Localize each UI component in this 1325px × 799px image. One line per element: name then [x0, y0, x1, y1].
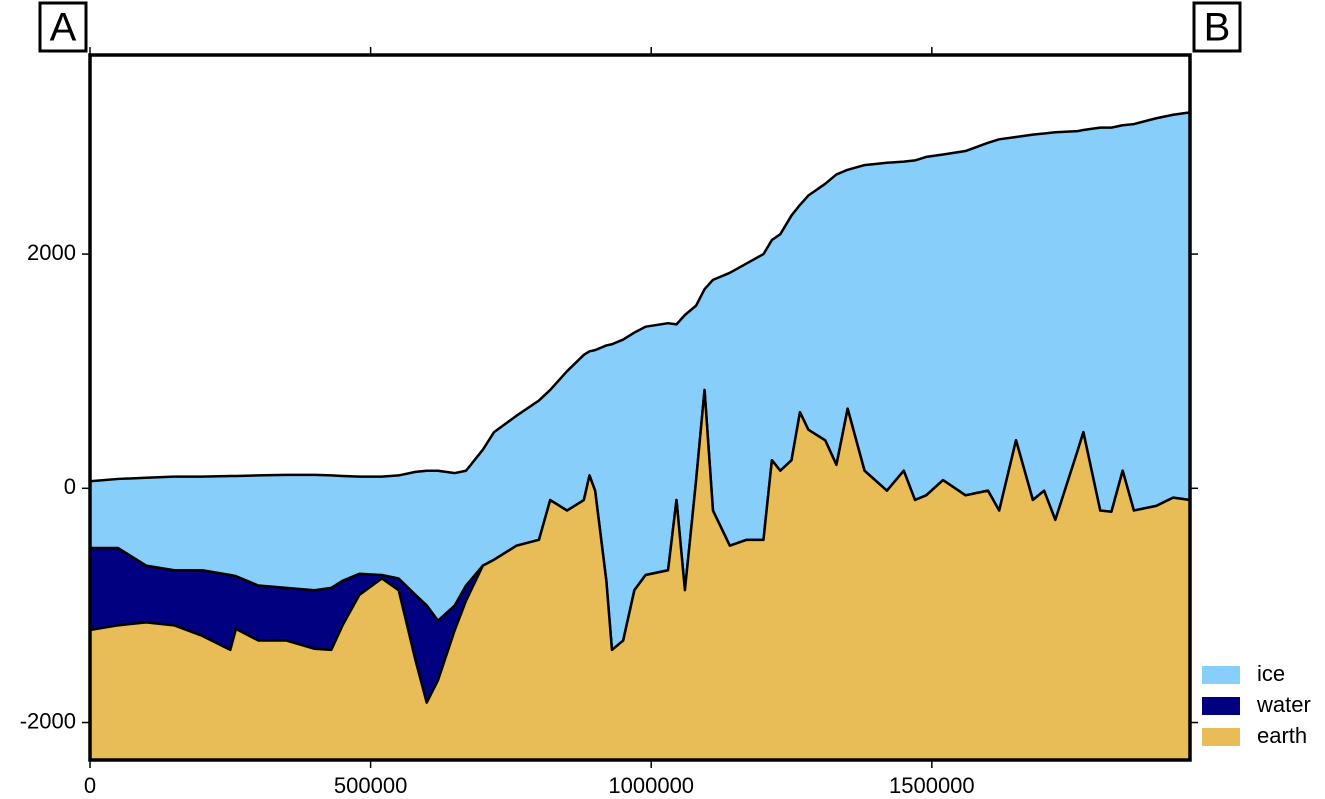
x-tick-label: 0: [84, 773, 96, 798]
annotation-box: [1192, 1, 1242, 53]
legend-label: earth: [1257, 723, 1307, 748]
x-tick-label: 1500000: [889, 773, 975, 798]
area-earth: [88, 388, 1192, 762]
plot-frame: [88, 53, 1192, 762]
y-tick-label: 2000: [27, 240, 76, 265]
legend-swatch: [1202, 728, 1240, 746]
y-tick-label: -2000: [20, 708, 76, 733]
legend-label: water: [1256, 692, 1311, 717]
legend-swatch: [1202, 697, 1240, 715]
legend-label: ice: [1257, 661, 1285, 686]
annotation-box: [38, 1, 88, 53]
x-tick-label: 500000: [334, 773, 407, 798]
legend-swatch: [1202, 666, 1240, 684]
y-tick-label: 0: [64, 474, 76, 499]
annotation-label: A: [50, 6, 77, 50]
x-tick-label: 1000000: [608, 773, 694, 798]
annotation-label: B: [1204, 6, 1231, 50]
